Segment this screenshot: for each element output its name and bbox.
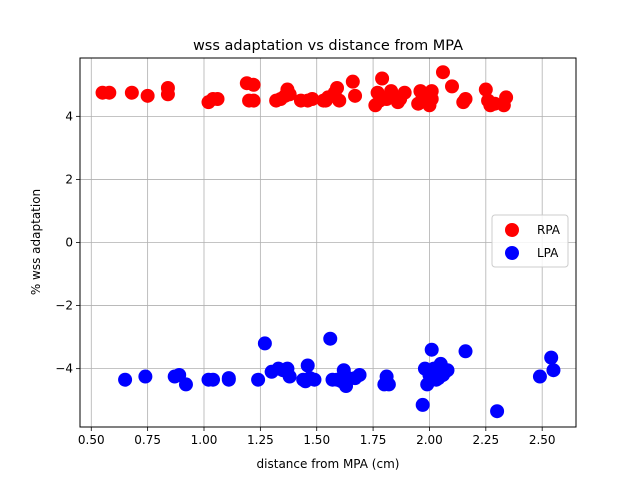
x-tick-label: 1.75 — [360, 433, 387, 447]
data-point-rpa — [160, 80, 175, 95]
data-point-rpa — [305, 92, 320, 106]
data-point-rpa — [348, 88, 363, 103]
data-point-rpa — [375, 71, 390, 86]
data-point-rpa — [458, 92, 473, 106]
data-point-lpa — [251, 372, 266, 387]
series-lpa — [118, 331, 561, 419]
legend-label-lpa: LPA — [537, 246, 559, 260]
x-axis-ticks: 0.50 0.75 1.00 1.25 1.50 1.75 2.00 2.25 2.50 — [78, 427, 556, 447]
y-tick-label: 4 — [65, 109, 73, 123]
x-tick-label: 2.00 — [416, 433, 443, 447]
data-point-lpa — [138, 369, 153, 384]
data-point-rpa — [102, 85, 117, 100]
y-tick-label: −2 — [55, 299, 73, 313]
data-point-rpa — [246, 77, 261, 92]
grid-lines — [80, 58, 576, 427]
data-points — [95, 65, 561, 419]
data-point-rpa — [124, 85, 139, 100]
data-point-lpa — [323, 331, 338, 346]
legend-label-rpa: RPA — [537, 223, 561, 237]
data-point-lpa — [118, 372, 133, 387]
data-point-rpa — [210, 92, 225, 106]
x-tick-label: 1.50 — [303, 433, 330, 447]
x-tick-label: 1.00 — [191, 433, 218, 447]
y-tick-label: −4 — [55, 362, 73, 376]
data-point-rpa — [397, 85, 412, 100]
legend: RPA LPA — [491, 214, 569, 268]
data-point-rpa — [330, 80, 345, 95]
data-point-lpa — [307, 372, 322, 387]
data-point-lpa — [257, 336, 272, 351]
data-point-lpa — [300, 358, 315, 373]
data-point-lpa — [206, 372, 221, 387]
legend-marker-lpa — [505, 246, 519, 260]
data-point-lpa — [178, 377, 193, 392]
data-point-rpa — [435, 65, 450, 80]
x-axis-label: distance from MPA (cm) — [257, 457, 400, 471]
data-point-rpa — [445, 79, 459, 94]
legend-marker-rpa — [505, 223, 519, 237]
x-tick-label: 1.25 — [247, 433, 274, 447]
series-rpa — [95, 65, 514, 113]
data-point-lpa — [352, 367, 367, 382]
y-tick-label: 0 — [65, 236, 73, 250]
data-point-lpa — [381, 377, 396, 392]
data-point-lpa — [424, 342, 439, 357]
data-point-rpa — [478, 82, 493, 97]
data-point-rpa — [332, 93, 347, 108]
data-point-rpa — [282, 87, 297, 102]
x-tick-label: 0.75 — [134, 433, 161, 447]
data-point-lpa — [282, 369, 297, 384]
chart-title: wss adaptation vs distance from MPA — [193, 38, 463, 54]
data-point-lpa — [490, 404, 505, 419]
data-point-rpa — [246, 93, 261, 108]
data-point-lpa — [440, 363, 455, 378]
data-point-rpa — [345, 74, 360, 89]
x-tick-label: 0.50 — [78, 433, 105, 447]
y-tick-label: 2 — [65, 172, 73, 186]
data-point-lpa — [221, 372, 236, 387]
x-tick-label: 2.50 — [529, 433, 556, 447]
data-point-lpa — [415, 397, 430, 412]
data-point-lpa — [458, 344, 473, 359]
x-tick-label: 2.25 — [472, 433, 499, 447]
y-axis-label: % wss adaptation — [29, 189, 43, 295]
data-point-lpa — [544, 350, 559, 365]
data-point-lpa — [546, 363, 561, 378]
data-point-rpa — [499, 90, 514, 105]
data-point-rpa — [424, 92, 439, 106]
data-point-rpa — [140, 88, 155, 103]
data-point-lpa — [532, 369, 547, 384]
y-axis-ticks: −4 −2 0 2 4 — [55, 109, 80, 376]
